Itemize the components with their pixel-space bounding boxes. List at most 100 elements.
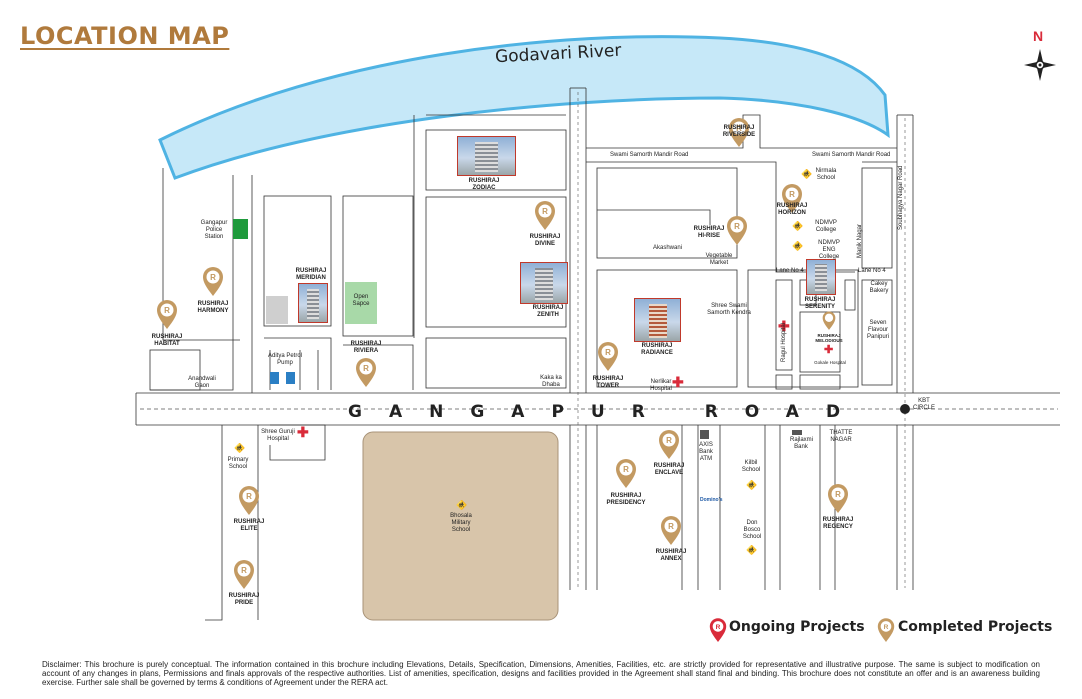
landmark-shree-guruji: Shree Guruji Hospital [261,429,295,442]
compass-north-label: N [1033,28,1044,44]
zenith-building-image [520,262,568,304]
svg-text:R: R [363,364,369,373]
completed-project-pin-icon[interactable]: R [827,484,849,514]
completed-project-pin-icon[interactable]: R [726,216,748,246]
project-label-serenity: RUSHIRAJ SERENITY [804,297,836,310]
hospital-cross-icon: ✚ [297,424,309,440]
compass-rose [1024,49,1056,81]
landmark-gokale: Gokale Hospital [814,360,846,365]
project-label-horizon: RUSHIRAJ HORIZON [776,203,808,216]
school-icon: 🚸 [234,443,246,453]
landmark-shree-swami: Shree Swami Samorth Kendra [707,303,751,316]
road-label: Akashwani [653,245,683,251]
landmark-bhosala: Bhosala Military School [450,513,472,533]
project-label-enclave: RUSHIRAJ ENCLAVE [653,463,685,476]
project-label-elite: RUSHIRAJ ELITE [233,519,265,532]
hospital-cross-icon: ✚ [824,344,834,356]
completed-project-pin-icon[interactable]: R [156,300,178,330]
radiance-building-image [634,298,681,342]
road-label: Manik Nagar [857,223,863,258]
meridian-building-image [298,283,328,323]
project-label-regency: RUSHIRAJ REGENCY [822,517,854,530]
svg-text:R: R [542,207,548,216]
completed-project-pin-icon[interactable]: R [660,516,682,546]
svg-text:R: R [623,465,629,474]
svg-text:R: R [210,273,216,282]
svg-text:R: R [164,306,170,315]
completed-project-pin-icon[interactable]: R [233,560,255,590]
petrol-pump-icon-2 [286,372,295,384]
axis-bank-icon [700,430,709,439]
landmark-dominos: Domino's [700,497,723,503]
legend-ongoing: Ongoing Projects [729,619,865,635]
school-icon: 🚸 [456,500,468,510]
completed-project-pin-icon[interactable]: R [728,118,750,148]
svg-text:R: R [246,492,252,501]
open-space-patch [345,282,377,324]
landmark-open-space: Open Sapce [352,294,370,307]
road-label: Swami Samorth Mandir Road [812,152,891,158]
project-label-meridian: RUSHIRAJ MERIDIAN [295,268,327,281]
completed-project-pin-icon: R [877,618,895,642]
completed-project-pin-icon[interactable]: R [202,267,224,297]
project-label-tower: RUSHIRAJ TOWER [592,376,624,389]
landmark-ndmvp-college: NDMVP College [815,220,837,233]
project-label-melodious: RUSHIRAJ MELODIOUS [815,333,843,343]
landmark-kaka-dhaba: Kaka ka Dhaba [540,375,562,388]
project-label-riverside: RUSHIRAJ RIVERSIDE [722,125,756,138]
project-label-zodiac: RUSHIRAJ ZODIAC [468,178,500,191]
page-title: LOCATION MAP [20,22,230,50]
police-station-patch [233,219,248,239]
petrol-pump-icon [270,372,279,384]
project-label-annex: RUSHIRAJ ANNEX [655,549,687,562]
landmark-ragul: Ragul Hospital [781,322,787,362]
landmark-anandwali: Anandwali Gaon [188,376,216,389]
ongoing-project-pin-icon: R [709,618,727,642]
military-ground [362,431,559,621]
svg-text:R: R [734,222,740,231]
landmark-axis: AXIS Bank ATM [699,442,713,462]
svg-text:R: R [716,624,721,631]
completed-project-pin-icon[interactable]: R [615,459,637,489]
zodiac-building-image [457,136,516,176]
project-label-harmony: RUSHIRAJ HARMONY [197,301,229,314]
svg-text:R: R [605,348,611,357]
landmark-ndmvp-eng: NDMVP ENG College [818,240,840,260]
disclaimer-text: Disclaimer: This brochure is purely conc… [42,660,1040,687]
rajlaxmi-bank-icon [792,430,802,435]
project-label-zenith: RUSHIRAJ ZENITH [532,305,564,318]
svg-text:R: R [736,124,742,133]
landmark-cakey: Cakey Bakery [869,281,889,294]
completed-project-pin-icon[interactable]: R [597,342,619,372]
svg-text:R: R [884,624,889,631]
project-label-divine: RUSHIRAJ DIVINE [529,234,561,247]
road-network [135,87,1060,621]
landmark-don-bosco: Don Bosco School [742,520,762,540]
road-label: Lane No 4 [858,268,886,274]
completed-project-pin-icon[interactable]: R [238,486,260,516]
landmark-rajlaxmi: Rajlaxmi Bank [790,437,814,450]
landmark-police: Gangapur Police Station [200,220,228,240]
svg-text:R: R [666,436,672,445]
landmark-vegetable: Vegetable Market [705,253,733,266]
serenity-building-image [806,259,836,295]
completed-project-pin-icon[interactable]: R [355,358,377,388]
road-label: Swami Samorth Mandir Road [610,152,689,158]
completed-project-pin-icon[interactable]: R [658,430,680,460]
project-label-hirise: RUSHIRAJ HI-RISE [693,226,725,239]
completed-project-pin-icon[interactable]: R [534,201,556,231]
hospital-cross-icon: ✚ [778,318,790,334]
road-label: KBT CIRCLE [912,398,935,411]
landmark-kilbil: Kilbil School [741,460,761,473]
main-road-name: GANGAPUR ROAD [348,402,868,422]
school-icon: 🚸 [746,480,758,490]
project-label-pride: RUSHIRAJ PRIDE [228,593,260,606]
completed-project-pin-icon[interactable]: R [781,184,803,214]
landmark-seven-flavour: Seven Flavour Panipuri [866,320,889,340]
completed-project-pin-icon[interactable] [822,311,836,331]
road-label: Soubhagya Nagar Road [898,165,904,230]
svg-text:R: R [668,522,674,531]
school-icon: 🚸 [792,241,804,251]
project-label-habitat: RUSHIRAJ HABITAT [151,334,183,347]
